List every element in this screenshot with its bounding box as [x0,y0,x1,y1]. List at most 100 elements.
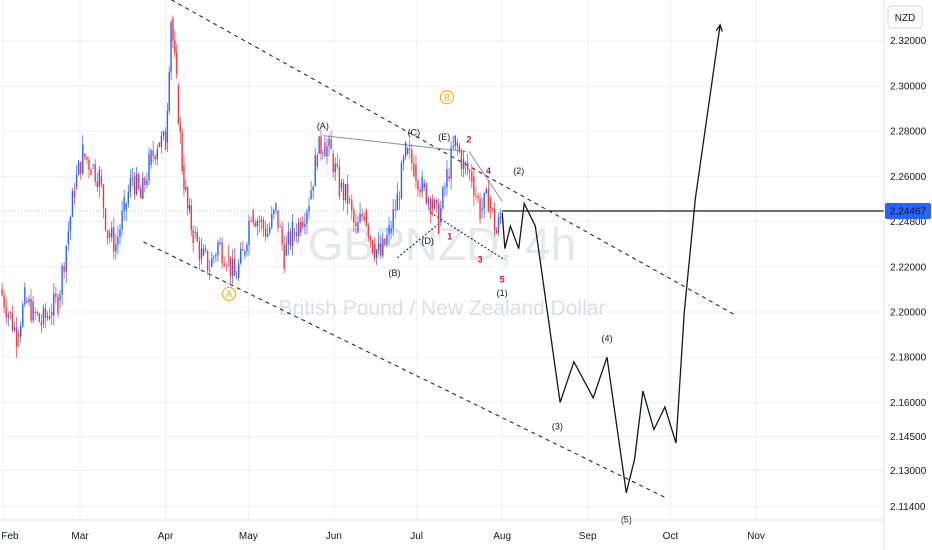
wave-label-text: B [444,92,450,102]
candle-body [304,223,306,228]
candle-body [108,232,111,238]
candle-body [28,298,30,303]
candle-body [175,52,178,74]
candle-body [454,135,456,147]
candle-body [450,147,452,179]
candle-body [495,230,498,234]
candle-body [452,146,454,148]
wave-label: 5 [500,275,505,285]
candle-body [475,195,477,197]
wave-label: (D) [421,236,434,246]
candle-body [135,174,138,195]
candle-body [98,169,101,187]
candle-body [190,205,192,230]
candle-body [291,221,294,246]
wave-label: (A) [317,121,329,131]
candle-body [63,265,65,272]
candle-body [125,203,127,211]
candle-body [11,313,14,331]
candle-body [344,183,347,201]
projection-line [501,24,721,494]
candle-body [168,72,170,112]
candle-body [377,243,380,250]
candle-body [144,178,146,186]
candle-body [287,231,290,245]
candle-body [273,209,275,214]
channel-lower-line [143,241,666,498]
candle-body [65,245,67,272]
wave-label: 1 [447,232,452,242]
candle-body [51,312,53,316]
candle-body [100,176,103,185]
candle-body [213,256,215,259]
candle-body [152,150,154,156]
candle-body [471,171,473,182]
candle-body [460,151,463,170]
candle-body [231,259,234,276]
candle-body [466,162,469,171]
candle-body [283,244,285,269]
candle-body [404,142,407,158]
candle-body [142,178,144,199]
candle-body [235,277,238,279]
candle-body [365,210,367,226]
candle-body [44,308,47,318]
candle-body [308,206,310,212]
candle-body [411,150,413,163]
x-tick-label: Jun [326,531,342,542]
candle-body [48,316,51,320]
candle-body [277,210,279,228]
candle-body [435,200,438,204]
candle-body [127,191,129,204]
candle-body [183,165,185,190]
candle-body [469,170,471,172]
candle-body [427,198,430,204]
candle-body [131,177,134,179]
currency-box [887,5,923,29]
candle-body [425,183,427,204]
candle-body [363,216,365,220]
candle-body [22,304,24,327]
candle-body [346,183,349,204]
candle-body [386,234,388,245]
candle-body [400,163,403,199]
y-tick-label: 2.26000 [890,172,927,183]
wave-label: 4 [486,166,491,176]
candle-body [353,210,355,223]
candle-body [499,216,502,219]
candle-body [421,176,423,193]
chart-grid [0,0,884,520]
candle-body [487,188,490,213]
wave-label: (4) [602,333,613,343]
x-tick-label: May [239,531,258,542]
channel-upper-line [170,0,735,315]
candle-body [92,164,94,166]
wave-label: (2) [513,166,524,176]
candle-body [351,200,353,211]
candle-body [185,187,187,190]
candle-body [442,187,444,209]
candle-body [429,198,432,213]
candle-body [7,314,9,318]
candle-body [444,187,446,189]
candle-body [181,132,183,172]
candle-body [156,149,158,160]
candle-body [162,131,165,136]
candle-body [13,327,16,331]
wave-label-circle: A [222,286,237,301]
x-tick-label: Feb [1,531,19,542]
candle-body [194,231,196,233]
candle-body [30,298,32,321]
candle-body [133,176,136,195]
projection-path [501,23,723,494]
candle-body [355,222,357,227]
wave-label-ring [222,286,237,301]
currency-label: NZD [887,5,923,29]
candle-body [275,203,277,210]
candle-body [82,144,84,174]
wave-label: (5) [621,514,632,524]
candle-body [396,193,399,211]
candle-body [269,227,271,233]
candle-body [332,153,334,173]
